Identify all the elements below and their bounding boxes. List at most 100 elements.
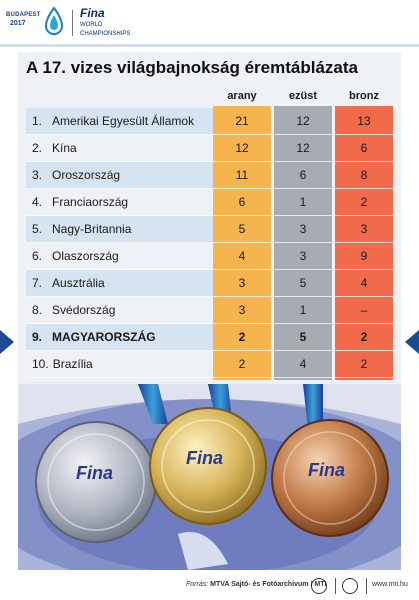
row-divider bbox=[26, 377, 393, 378]
table-row: 7. Ausztrália 3 5 4 bbox=[26, 270, 393, 297]
gold-count: 5 bbox=[238, 222, 246, 236]
row-stripe bbox=[26, 216, 213, 243]
header: BUDAPEST 2017 Fina WORLD CHAMPIONSHIPS bbox=[0, 0, 419, 44]
gold-count: 6 bbox=[238, 195, 246, 209]
gold-count: 3 bbox=[238, 303, 246, 317]
country-name: Amerikai Egyesült Államok bbox=[52, 114, 195, 128]
silver-medal-logo: Fina bbox=[76, 463, 113, 483]
bronze-count: 8 bbox=[360, 168, 368, 182]
highlight-arrow-left-icon bbox=[0, 330, 14, 354]
footer-divider bbox=[335, 578, 336, 594]
silver-count: 5 bbox=[299, 330, 307, 344]
rank-label: 1. bbox=[32, 114, 43, 128]
gold-count: 4 bbox=[238, 249, 246, 263]
gold-medal-logo: Fina bbox=[186, 448, 223, 468]
footer-source: Forrás: MTVA Sajtó- és Fotóarchívum / MT… bbox=[186, 581, 326, 588]
silver-count: 3 bbox=[299, 249, 307, 263]
country-cell: 2. Kína bbox=[32, 141, 77, 155]
header-divider bbox=[72, 10, 73, 36]
mti-logo-icon bbox=[311, 578, 327, 594]
rank-label: 9. bbox=[32, 330, 43, 344]
bronze-count: 2 bbox=[360, 330, 368, 344]
table-row: 2. Kína 12 12 6 bbox=[26, 135, 393, 162]
gold-count: 3 bbox=[238, 276, 246, 290]
country-cell: 1. Amerikai Egyesült Államok bbox=[32, 114, 194, 128]
bronze-count: 2 bbox=[360, 357, 368, 371]
gold-column bbox=[213, 106, 271, 380]
year-text: 2017 bbox=[10, 20, 26, 27]
budapest-2017-logo: BUDAPEST 2017 bbox=[6, 6, 66, 40]
table-row: 8. Svédország 3 1 – bbox=[26, 297, 393, 324]
bronze-column bbox=[335, 106, 393, 380]
mtva-logo-icon bbox=[342, 578, 358, 594]
column-header-gold: arany bbox=[227, 90, 257, 102]
bronze-medal-logo: Fina bbox=[308, 460, 345, 480]
silver-count: 12 bbox=[296, 141, 310, 155]
row-divider bbox=[26, 242, 393, 243]
country-name: Svédország bbox=[52, 303, 116, 317]
country-name: Oroszország bbox=[52, 168, 121, 182]
country-name: Olaszország bbox=[52, 249, 119, 263]
table-row: 4. Franciaország 6 1 2 bbox=[26, 189, 393, 216]
gold-count: 11 bbox=[235, 168, 249, 182]
championships-line1: WORLD bbox=[80, 22, 103, 28]
rank-label: 6. bbox=[32, 249, 43, 263]
silver-count: 6 bbox=[299, 168, 307, 182]
footer: Forrás: MTVA Sajtó- és Fotóarchívum / MT… bbox=[0, 572, 419, 600]
silver-column bbox=[274, 106, 332, 380]
country-cell: 9. MAGYARORSZÁG bbox=[32, 330, 156, 344]
rank-label: 10. bbox=[32, 357, 49, 371]
table-row: 1. Amerikai Egyesült Államok 21 12 13 bbox=[26, 108, 393, 135]
row-divider bbox=[26, 161, 393, 162]
country-cell: 4. Franciaország bbox=[32, 195, 128, 209]
rank-label: 5. bbox=[32, 222, 43, 236]
row-stripe bbox=[26, 162, 213, 189]
bronze-count: 4 bbox=[360, 276, 368, 290]
country-name: Kína bbox=[52, 141, 77, 155]
country-cell: 5. Nagy-Britannia bbox=[32, 222, 131, 236]
row-divider bbox=[26, 269, 393, 270]
country-name: Brazília bbox=[52, 357, 93, 371]
row-stripe bbox=[26, 324, 213, 351]
row-divider bbox=[26, 350, 393, 351]
table-row: 3. Oroszország 11 6 8 bbox=[26, 162, 393, 189]
country-name: MAGYARORSZÁG bbox=[52, 330, 156, 344]
row-divider bbox=[26, 323, 393, 324]
page-title: A 17. vizes világbajnokság éremtáblázata bbox=[26, 58, 358, 77]
gold-count: 12 bbox=[235, 141, 249, 155]
silver-count: 5 bbox=[299, 276, 307, 290]
table-row: 5. Nagy-Britannia 5 3 3 bbox=[26, 216, 393, 243]
row-stripe bbox=[26, 270, 213, 297]
fina-wordmark: Fina bbox=[80, 6, 105, 20]
bronze-count: 13 bbox=[357, 114, 371, 128]
row-divider bbox=[26, 296, 393, 297]
rank-label: 4. bbox=[32, 195, 43, 209]
gold-count: 21 bbox=[235, 114, 249, 128]
footer-url: www.mti.hu bbox=[372, 581, 408, 588]
water-drop-icon bbox=[44, 6, 64, 35]
silver-count: 12 bbox=[296, 114, 310, 128]
medals-photo: Fina Fina Fina bbox=[18, 384, 401, 570]
rank-label: 7. bbox=[32, 276, 43, 290]
row-divider bbox=[26, 134, 393, 135]
table-row: 9. MAGYARORSZÁG 2 5 2 bbox=[26, 324, 393, 351]
country-cell: 3. Oroszország bbox=[32, 168, 120, 182]
bronze-count: 3 bbox=[360, 222, 368, 236]
silver-count: 1 bbox=[299, 303, 307, 317]
bronze-count: 6 bbox=[360, 141, 368, 155]
bronze-count: 2 bbox=[360, 195, 368, 209]
rank-label: 2. bbox=[32, 141, 43, 155]
rank-label: 8. bbox=[32, 303, 43, 317]
country-cell: 6. Olaszország bbox=[32, 249, 119, 263]
bronze-count: – bbox=[360, 303, 368, 317]
header-rule bbox=[0, 44, 419, 47]
footer-divider bbox=[366, 578, 367, 594]
country-name: Nagy-Britannia bbox=[52, 222, 132, 236]
country-cell: 8. Svédország bbox=[32, 303, 115, 317]
country-cell: 7. Ausztrália bbox=[32, 276, 105, 290]
table-row: 10. Brazília 2 4 2 bbox=[26, 351, 393, 378]
column-header-silver: ezüst bbox=[288, 90, 318, 102]
medals-illustration: Fina Fina Fina bbox=[18, 384, 401, 570]
silver-count: 1 bbox=[299, 195, 307, 209]
source-value: MTVA Sajtó- és Fotóarchívum / MTI bbox=[210, 581, 327, 588]
